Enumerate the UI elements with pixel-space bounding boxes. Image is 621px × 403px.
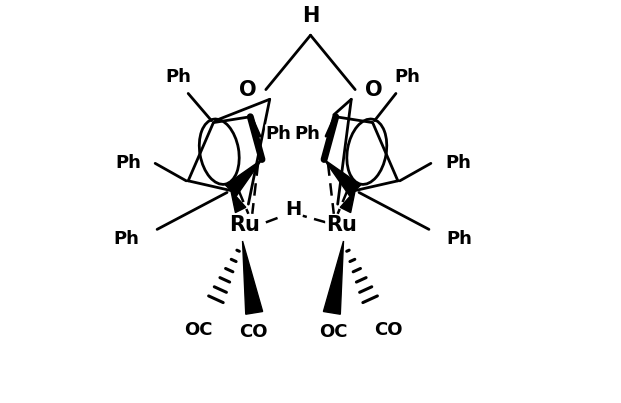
Polygon shape [243,241,263,314]
Text: Ru: Ru [229,216,260,235]
Text: Ph: Ph [266,125,292,143]
Polygon shape [324,241,343,314]
Text: H: H [285,200,301,220]
Text: Ph: Ph [446,154,471,172]
Text: CO: CO [374,321,402,339]
Text: H: H [302,6,319,25]
Text: O: O [365,79,383,100]
Text: Ph: Ph [166,68,191,86]
Polygon shape [231,191,246,212]
Polygon shape [324,160,361,196]
Text: Ph: Ph [114,230,140,248]
Text: Ph: Ph [294,125,320,143]
Text: OC: OC [184,321,212,339]
Text: OC: OC [319,322,347,341]
Text: Ph: Ph [446,230,473,248]
Text: Ph: Ph [394,68,420,86]
Text: Ru: Ru [326,216,357,235]
Text: Ph: Ph [115,154,141,172]
Text: O: O [238,79,256,100]
Text: CO: CO [239,322,267,341]
Polygon shape [340,191,355,212]
Polygon shape [225,160,262,196]
